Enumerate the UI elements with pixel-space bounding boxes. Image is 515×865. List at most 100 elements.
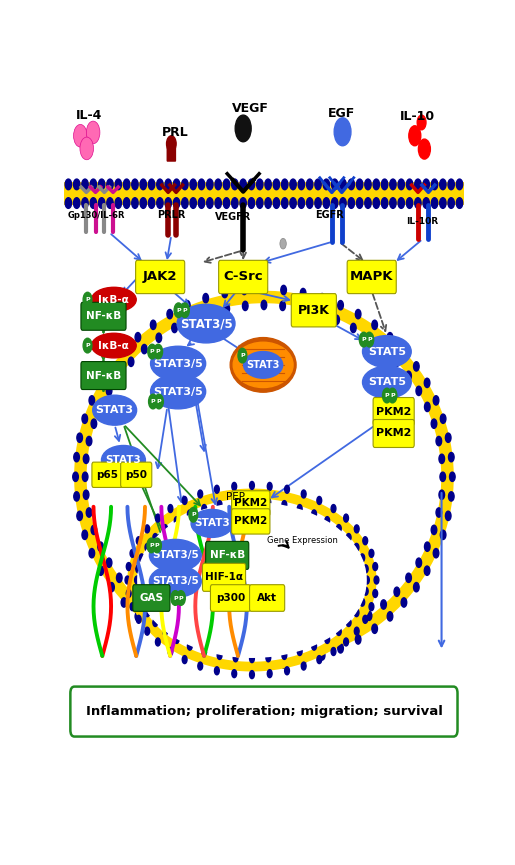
Circle shape [124,198,130,208]
Circle shape [89,548,95,558]
Circle shape [266,654,271,662]
Circle shape [65,198,72,208]
Text: STAT5: STAT5 [368,377,406,388]
Circle shape [250,482,254,490]
Circle shape [80,137,94,160]
Circle shape [217,501,222,509]
Circle shape [351,324,356,333]
Circle shape [145,627,149,635]
Circle shape [417,115,426,130]
Circle shape [124,179,130,189]
Ellipse shape [138,503,366,657]
Circle shape [346,534,351,541]
Ellipse shape [244,351,283,378]
Circle shape [406,573,411,582]
Circle shape [89,395,95,405]
FancyBboxPatch shape [64,183,464,205]
Circle shape [198,198,205,208]
Circle shape [242,659,247,669]
Circle shape [364,587,368,595]
Circle shape [130,549,135,557]
Circle shape [336,524,341,533]
Text: P: P [85,343,90,348]
Circle shape [282,198,288,208]
Circle shape [316,309,322,318]
Circle shape [171,324,177,333]
Circle shape [181,303,190,317]
Text: IL-10: IL-10 [400,111,435,124]
Circle shape [409,125,421,146]
Text: P: P [390,393,395,398]
Circle shape [222,656,228,665]
Circle shape [107,198,113,208]
Circle shape [150,320,156,330]
Circle shape [238,349,247,363]
Circle shape [388,388,397,403]
Text: EGFR: EGFR [315,210,344,221]
Circle shape [74,125,87,147]
Circle shape [439,454,444,464]
Circle shape [424,402,430,412]
FancyBboxPatch shape [205,541,249,569]
Circle shape [382,179,388,189]
Circle shape [334,315,339,324]
Circle shape [336,627,341,636]
Circle shape [273,198,280,208]
Circle shape [154,344,163,359]
Circle shape [153,534,158,541]
Circle shape [91,419,97,428]
FancyBboxPatch shape [291,293,336,327]
Circle shape [140,198,146,208]
Circle shape [83,454,89,464]
Circle shape [203,650,209,660]
Text: p300: p300 [216,593,245,603]
Text: Gp130/IL-6R: Gp130/IL-6R [67,211,125,220]
Circle shape [187,642,192,650]
Circle shape [243,301,248,311]
Text: PRLR: PRLR [157,210,185,221]
Circle shape [445,511,451,521]
Circle shape [298,640,304,650]
Circle shape [136,565,141,573]
Circle shape [440,179,446,189]
Circle shape [130,603,135,611]
Circle shape [261,300,267,310]
Circle shape [445,433,451,442]
Circle shape [365,332,374,347]
Circle shape [416,386,422,395]
Circle shape [261,660,267,670]
FancyBboxPatch shape [133,585,170,612]
Circle shape [416,558,422,567]
FancyBboxPatch shape [166,146,176,162]
Text: MAPK: MAPK [350,271,393,284]
Circle shape [394,587,400,597]
Circle shape [354,525,359,533]
Circle shape [156,333,162,343]
Circle shape [202,504,207,513]
Circle shape [74,452,79,462]
Circle shape [98,198,105,208]
Circle shape [325,516,330,525]
Circle shape [364,565,368,573]
Circle shape [424,378,430,388]
Circle shape [390,179,396,189]
Circle shape [406,371,411,381]
Text: HIF-1α: HIF-1α [205,573,243,582]
Circle shape [415,179,421,189]
Circle shape [381,599,386,609]
Circle shape [332,179,338,189]
Circle shape [116,371,122,381]
Circle shape [290,198,296,208]
Circle shape [450,472,455,482]
Circle shape [423,179,430,189]
Circle shape [334,118,351,146]
Circle shape [135,332,141,342]
Circle shape [297,648,302,656]
Circle shape [298,179,304,189]
FancyBboxPatch shape [373,420,414,447]
Ellipse shape [150,375,205,409]
Text: STAT3: STAT3 [194,518,230,529]
Circle shape [82,179,88,189]
FancyBboxPatch shape [219,260,268,293]
Circle shape [298,198,304,208]
